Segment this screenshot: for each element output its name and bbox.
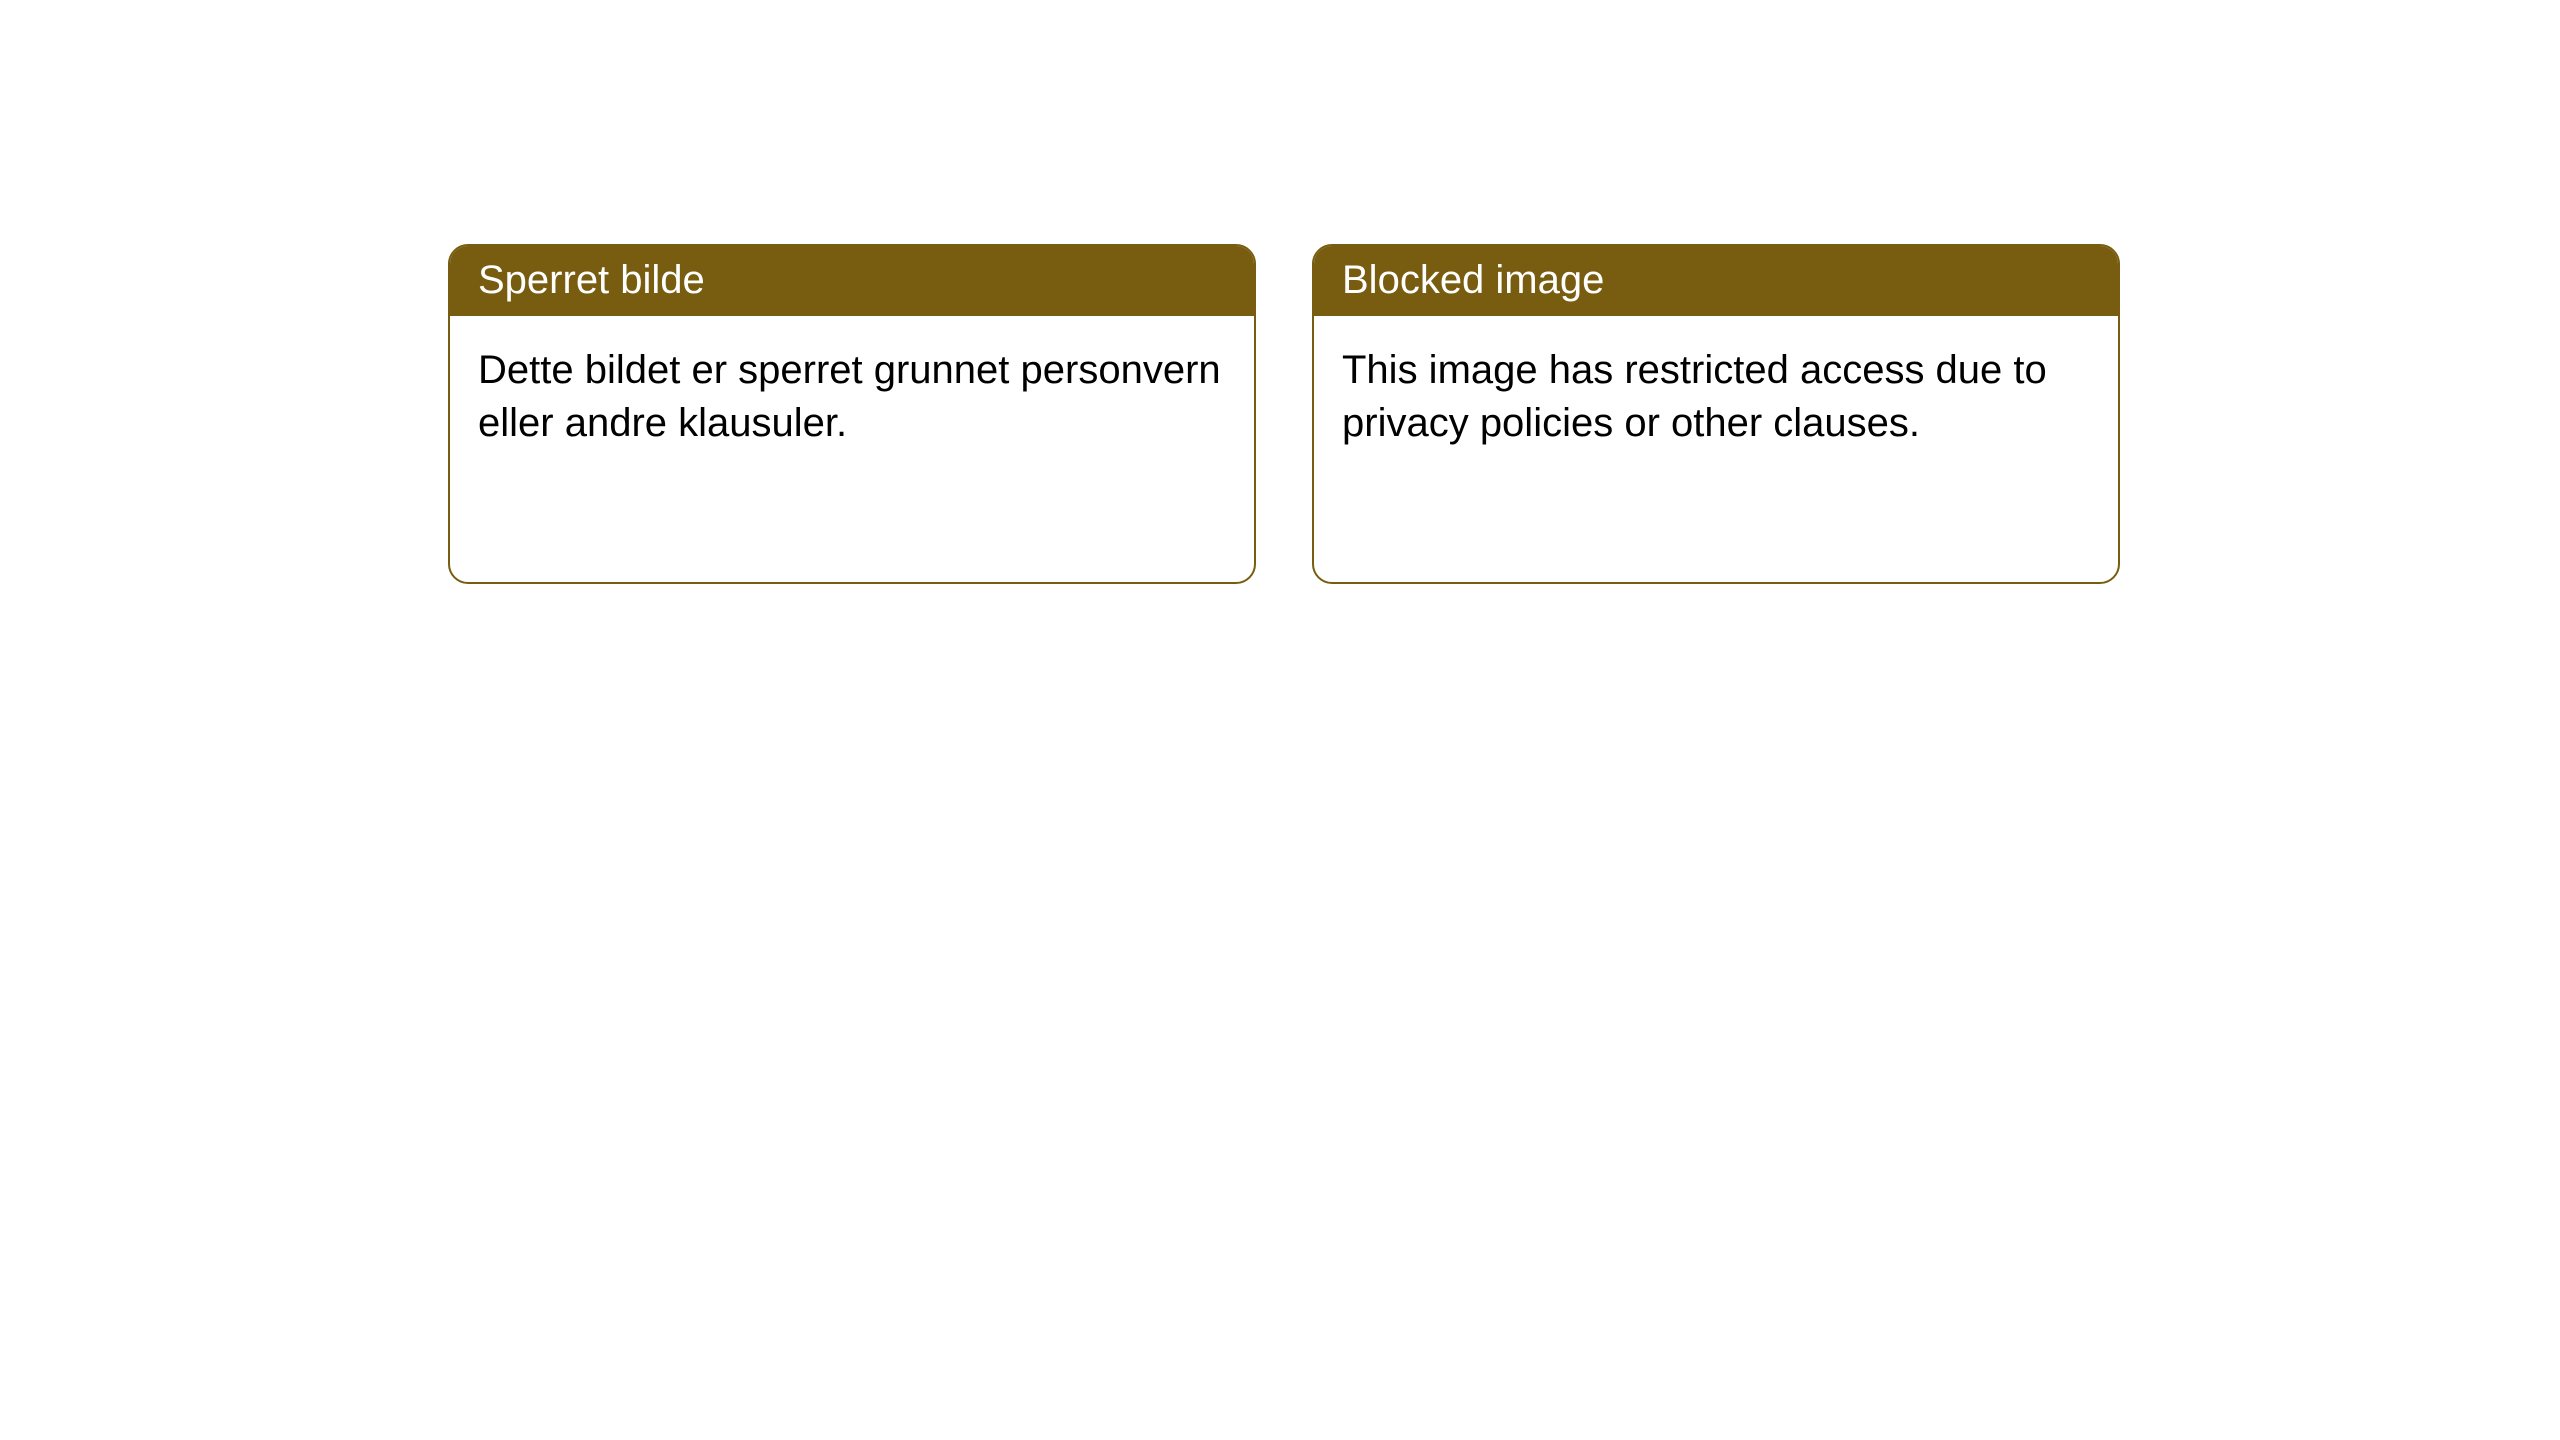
notice-card-body: Dette bildet er sperret grunnet personve…: [450, 316, 1254, 478]
notice-card-body: This image has restricted access due to …: [1314, 316, 2118, 478]
notice-card-title: Sperret bilde: [450, 246, 1254, 316]
notice-container: Sperret bilde Dette bildet er sperret gr…: [0, 0, 2560, 584]
notice-card-english: Blocked image This image has restricted …: [1312, 244, 2120, 584]
notice-card-title: Blocked image: [1314, 246, 2118, 316]
notice-card-norwegian: Sperret bilde Dette bildet er sperret gr…: [448, 244, 1256, 584]
